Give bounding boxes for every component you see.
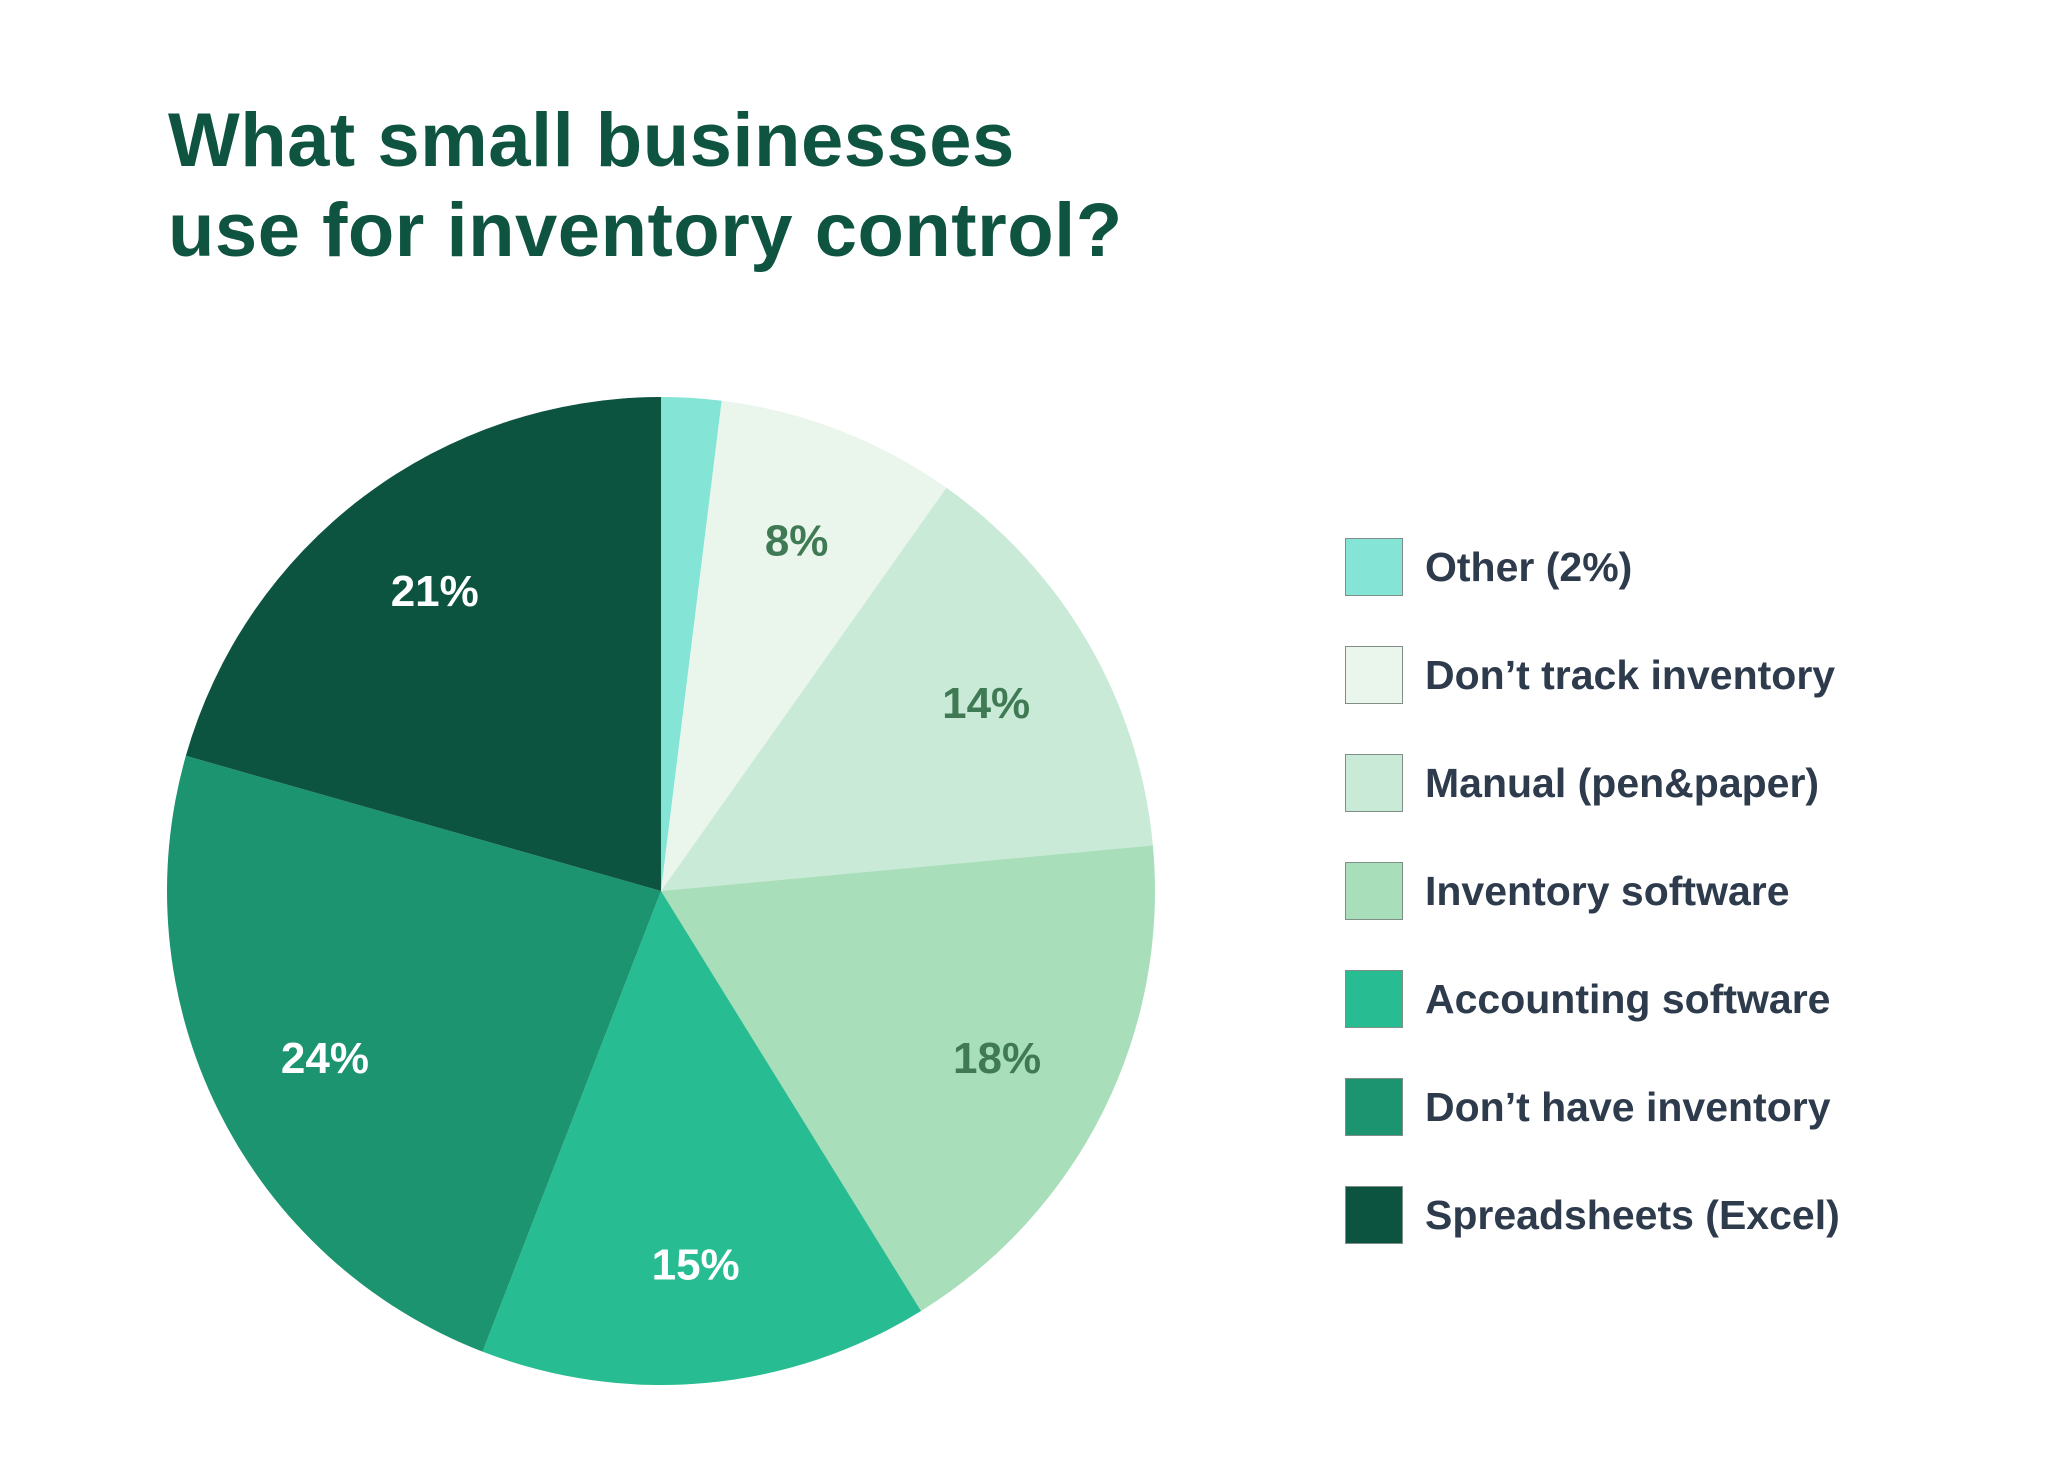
pie-slice — [661, 400, 947, 891]
legend-label: Inventory software — [1425, 867, 1790, 914]
legend-label: Don’t track inventory — [1425, 651, 1836, 698]
legend-label: Don’t have inventory — [1425, 1083, 1831, 1130]
slice-data-label: 14% — [942, 679, 1030, 728]
legend-item: Don’t have inventory — [1345, 1077, 1831, 1137]
legend-label: Manual (pen&paper) — [1425, 759, 1820, 806]
slice-data-label: 24% — [281, 1034, 369, 1083]
slice-data-label: 18% — [953, 1034, 1041, 1083]
legend-item: Spreadsheets (Excel) — [1345, 1185, 1840, 1245]
legend-swatch — [1345, 754, 1403, 812]
chart-title: What small businesses use for inventory … — [168, 96, 1123, 276]
pie-slice — [661, 397, 722, 891]
legend-swatch — [1345, 862, 1403, 920]
slice-data-label: 15% — [652, 1240, 740, 1289]
legend-label: Other (2%) — [1425, 543, 1633, 590]
slice-data-label: 21% — [391, 567, 479, 616]
pie-slice — [482, 891, 922, 1385]
legend-item: Don’t track inventory — [1345, 645, 1835, 705]
legend-label: Spreadsheets (Excel) — [1425, 1191, 1840, 1238]
pie-slice — [167, 755, 661, 1352]
pie-slice — [185, 397, 661, 891]
legend-item: Inventory software — [1345, 861, 1790, 921]
pie-slice — [661, 845, 1156, 1312]
pie-slice — [661, 487, 1153, 891]
legend-item: Manual (pen&paper) — [1345, 753, 1819, 813]
chart-title-line-2: use for inventory control? — [168, 188, 1123, 273]
legend-swatch — [1345, 1078, 1403, 1136]
legend-swatch — [1345, 646, 1403, 704]
legend-swatch — [1345, 970, 1403, 1028]
chart-title-line-1: What small businesses — [168, 98, 1015, 183]
legend-item: Accounting software — [1345, 969, 1830, 1029]
legend-label: Accounting software — [1425, 975, 1831, 1022]
legend-swatch — [1345, 538, 1403, 596]
legend-item: Other (2%) — [1345, 537, 1632, 597]
slice-data-label: 8% — [765, 516, 829, 565]
legend-swatch — [1345, 1186, 1403, 1244]
